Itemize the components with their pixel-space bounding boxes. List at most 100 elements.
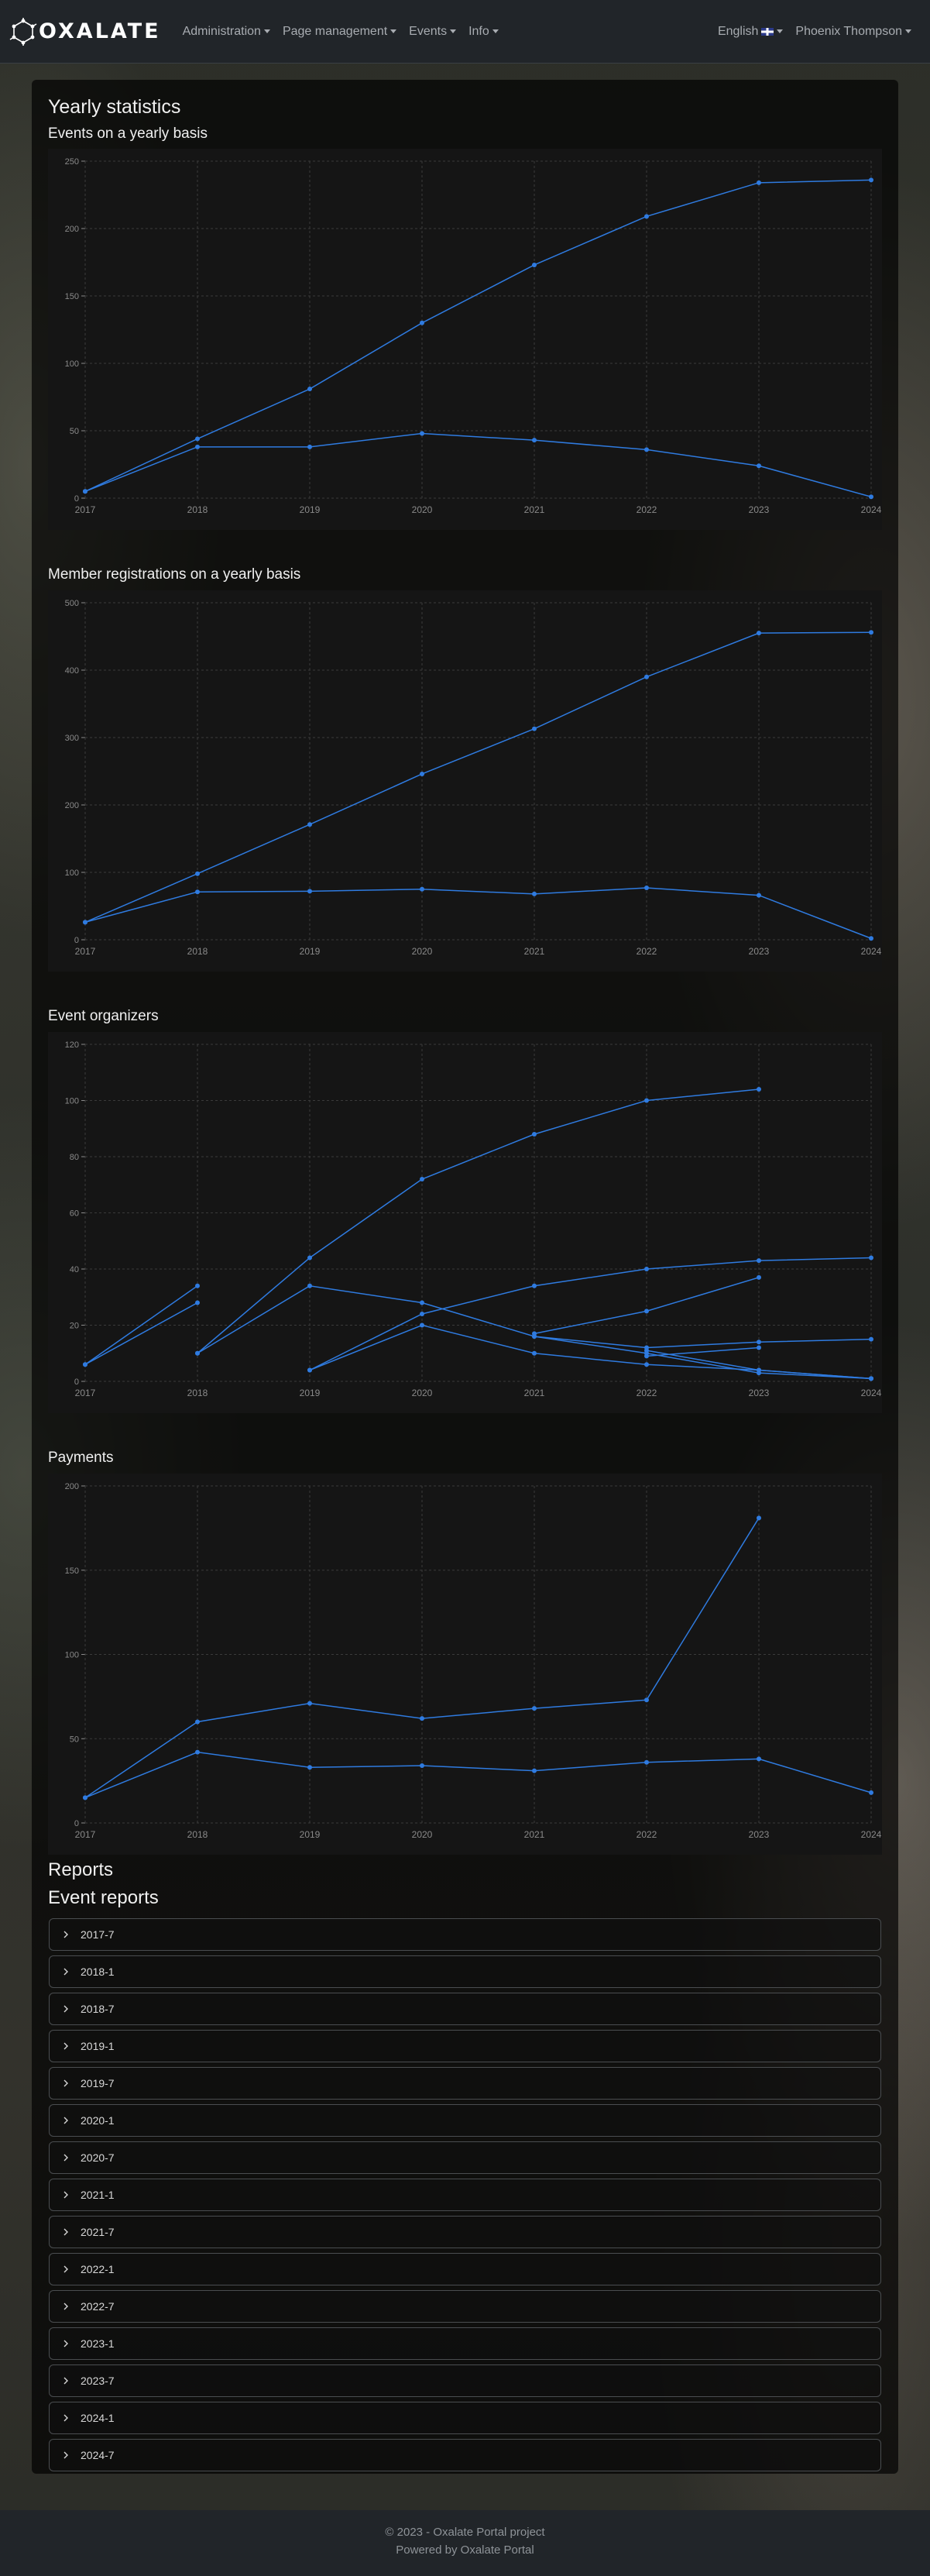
x-tick-label: 2021: [524, 1829, 545, 1840]
data-point: [307, 1255, 312, 1260]
caret-down-icon: [263, 29, 270, 33]
report-accordion-item[interactable]: 2021-1: [49, 2179, 881, 2211]
y-tick-label: 150: [65, 292, 79, 301]
report-period-label: 2018-1: [81, 1966, 115, 1978]
data-point: [869, 1790, 873, 1795]
y-tick-label: 200: [65, 801, 79, 810]
y-tick-label: 300: [65, 734, 79, 743]
y-tick-label: 50: [70, 1735, 79, 1744]
data-point: [757, 1515, 761, 1521]
report-period-label: 2019-1: [81, 2040, 115, 2052]
user-menu[interactable]: Phoenix Thompson: [789, 25, 918, 39]
data-point: [644, 214, 649, 219]
data-point: [420, 431, 424, 436]
x-tick-label: 2022: [637, 1829, 657, 1840]
payments-line-chart: 0 50 100 150 200 2017 2018 2019 2020 2021 2022 2023…: [65, 1482, 882, 1840]
data-point: [532, 891, 537, 896]
data-point: [307, 444, 312, 449]
x-tick-label: 2020: [412, 946, 433, 957]
data-point: [757, 892, 761, 898]
data-point: [869, 1255, 873, 1260]
report-accordion-item[interactable]: 2024-7: [49, 2439, 881, 2471]
data-point: [757, 1087, 761, 1092]
report-accordion-item[interactable]: 2017-7: [49, 1918, 881, 1951]
x-tick-label: 2020: [412, 504, 433, 515]
y-tick-label: 80: [70, 1153, 79, 1162]
report-accordion-item[interactable]: 2020-7: [49, 2141, 881, 2174]
x-tick-label: 2019: [300, 504, 321, 515]
series-line: [197, 1089, 760, 1354]
x-tick-label: 2018: [187, 946, 208, 957]
y-tick-label: 400: [65, 666, 79, 676]
x-tick-label: 2023: [749, 946, 770, 957]
chart-members: 0 100 200 300 400 500 2017 2018 2019 2020 2021 2022…: [48, 590, 882, 972]
data-point: [307, 387, 312, 392]
x-tick-label: 2024: [861, 1388, 882, 1398]
data-point: [644, 1697, 649, 1703]
y-tick-label: 100: [65, 1651, 79, 1660]
x-tick-label: 2018: [187, 1388, 208, 1398]
y-tick-label: 250: [65, 157, 79, 167]
data-point: [869, 1376, 873, 1381]
members-line-chart: 0 100 200 300 400 500 2017 2018 2019 2020 2021 2022…: [65, 599, 882, 957]
x-tick-label: 2022: [637, 1388, 657, 1398]
nav-right: English Phoenix Thompson: [712, 0, 918, 63]
menu-events[interactable]: Events: [403, 25, 462, 39]
chevron-right-icon: [63, 2340, 68, 2347]
menu-page-management[interactable]: Page management: [276, 25, 403, 39]
main-menu: Administration Page management Events In…: [177, 25, 505, 39]
data-point: [869, 1336, 873, 1342]
footer-copyright: © 2023 - Oxalate Portal project: [385, 2526, 545, 2539]
report-accordion-item[interactable]: 2022-1: [49, 2253, 881, 2285]
series-line: [534, 1336, 872, 1349]
report-accordion-item[interactable]: 2019-1: [49, 2030, 881, 2062]
footer: © 2023 - Oxalate Portal project Powered …: [0, 2510, 930, 2576]
report-period-label: 2017-7: [81, 1928, 115, 1941]
report-accordion-item[interactable]: 2022-7: [49, 2290, 881, 2323]
y-tick-label: 200: [65, 1482, 79, 1491]
report-accordion-item[interactable]: 2023-7: [49, 2364, 881, 2397]
chart-events: 0 50 100 150 200 250 2017 2018 2019 2020 2021 2022 2…: [48, 149, 882, 530]
x-tick-label: 2018: [187, 504, 208, 515]
data-point: [307, 1283, 312, 1288]
report-accordion-item[interactable]: 2019-7: [49, 2067, 881, 2100]
report-period-label: 2023-1: [81, 2337, 115, 2350]
data-point: [195, 444, 200, 449]
x-tick-label: 2017: [75, 1829, 96, 1840]
series-line: [84, 1751, 872, 1799]
report-period-label: 2022-7: [81, 2300, 115, 2313]
x-tick-label: 2019: [300, 1388, 321, 1398]
report-accordion-item[interactable]: 2018-7: [49, 1993, 881, 2025]
data-point: [644, 674, 649, 679]
x-tick-label: 2022: [637, 504, 657, 515]
menu-info[interactable]: Info: [462, 25, 505, 39]
data-point: [644, 1759, 649, 1765]
x-tick-label: 2021: [524, 1388, 545, 1398]
report-accordion-item[interactable]: 2018-1: [49, 1955, 881, 1988]
data-point: [195, 871, 200, 876]
menu-label: Page management: [282, 24, 388, 38]
menu-administration[interactable]: Administration: [177, 25, 276, 39]
language-selector[interactable]: English: [712, 25, 789, 39]
data-point: [532, 1334, 537, 1339]
report-accordion-item[interactable]: 2020-1: [49, 2104, 881, 2137]
x-tick-label: 2017: [75, 1388, 96, 1398]
series-line: [84, 631, 872, 923]
data-point: [869, 494, 873, 500]
menu-label: Events: [409, 24, 448, 38]
data-point: [644, 1309, 649, 1314]
report-accordion-item[interactable]: 2021-7: [49, 2216, 881, 2248]
report-accordion-item[interactable]: 2024-1: [49, 2402, 881, 2434]
report-period-label: 2021-7: [81, 2226, 115, 2238]
report-period-label: 2021-1: [81, 2189, 115, 2201]
report-period-label: 2022-1: [81, 2263, 115, 2275]
brand[interactable]: OXALATE: [9, 17, 161, 46]
data-point: [420, 320, 424, 325]
data-point: [644, 1267, 649, 1271]
language-label: English: [717, 24, 759, 38]
data-point: [757, 1340, 761, 1345]
report-accordion-item[interactable]: 2023-1: [49, 2327, 881, 2360]
report-period-label: 2024-1: [81, 2412, 115, 2424]
event-reports-heading: Event reports: [48, 1887, 159, 1908]
data-point: [420, 1763, 424, 1769]
